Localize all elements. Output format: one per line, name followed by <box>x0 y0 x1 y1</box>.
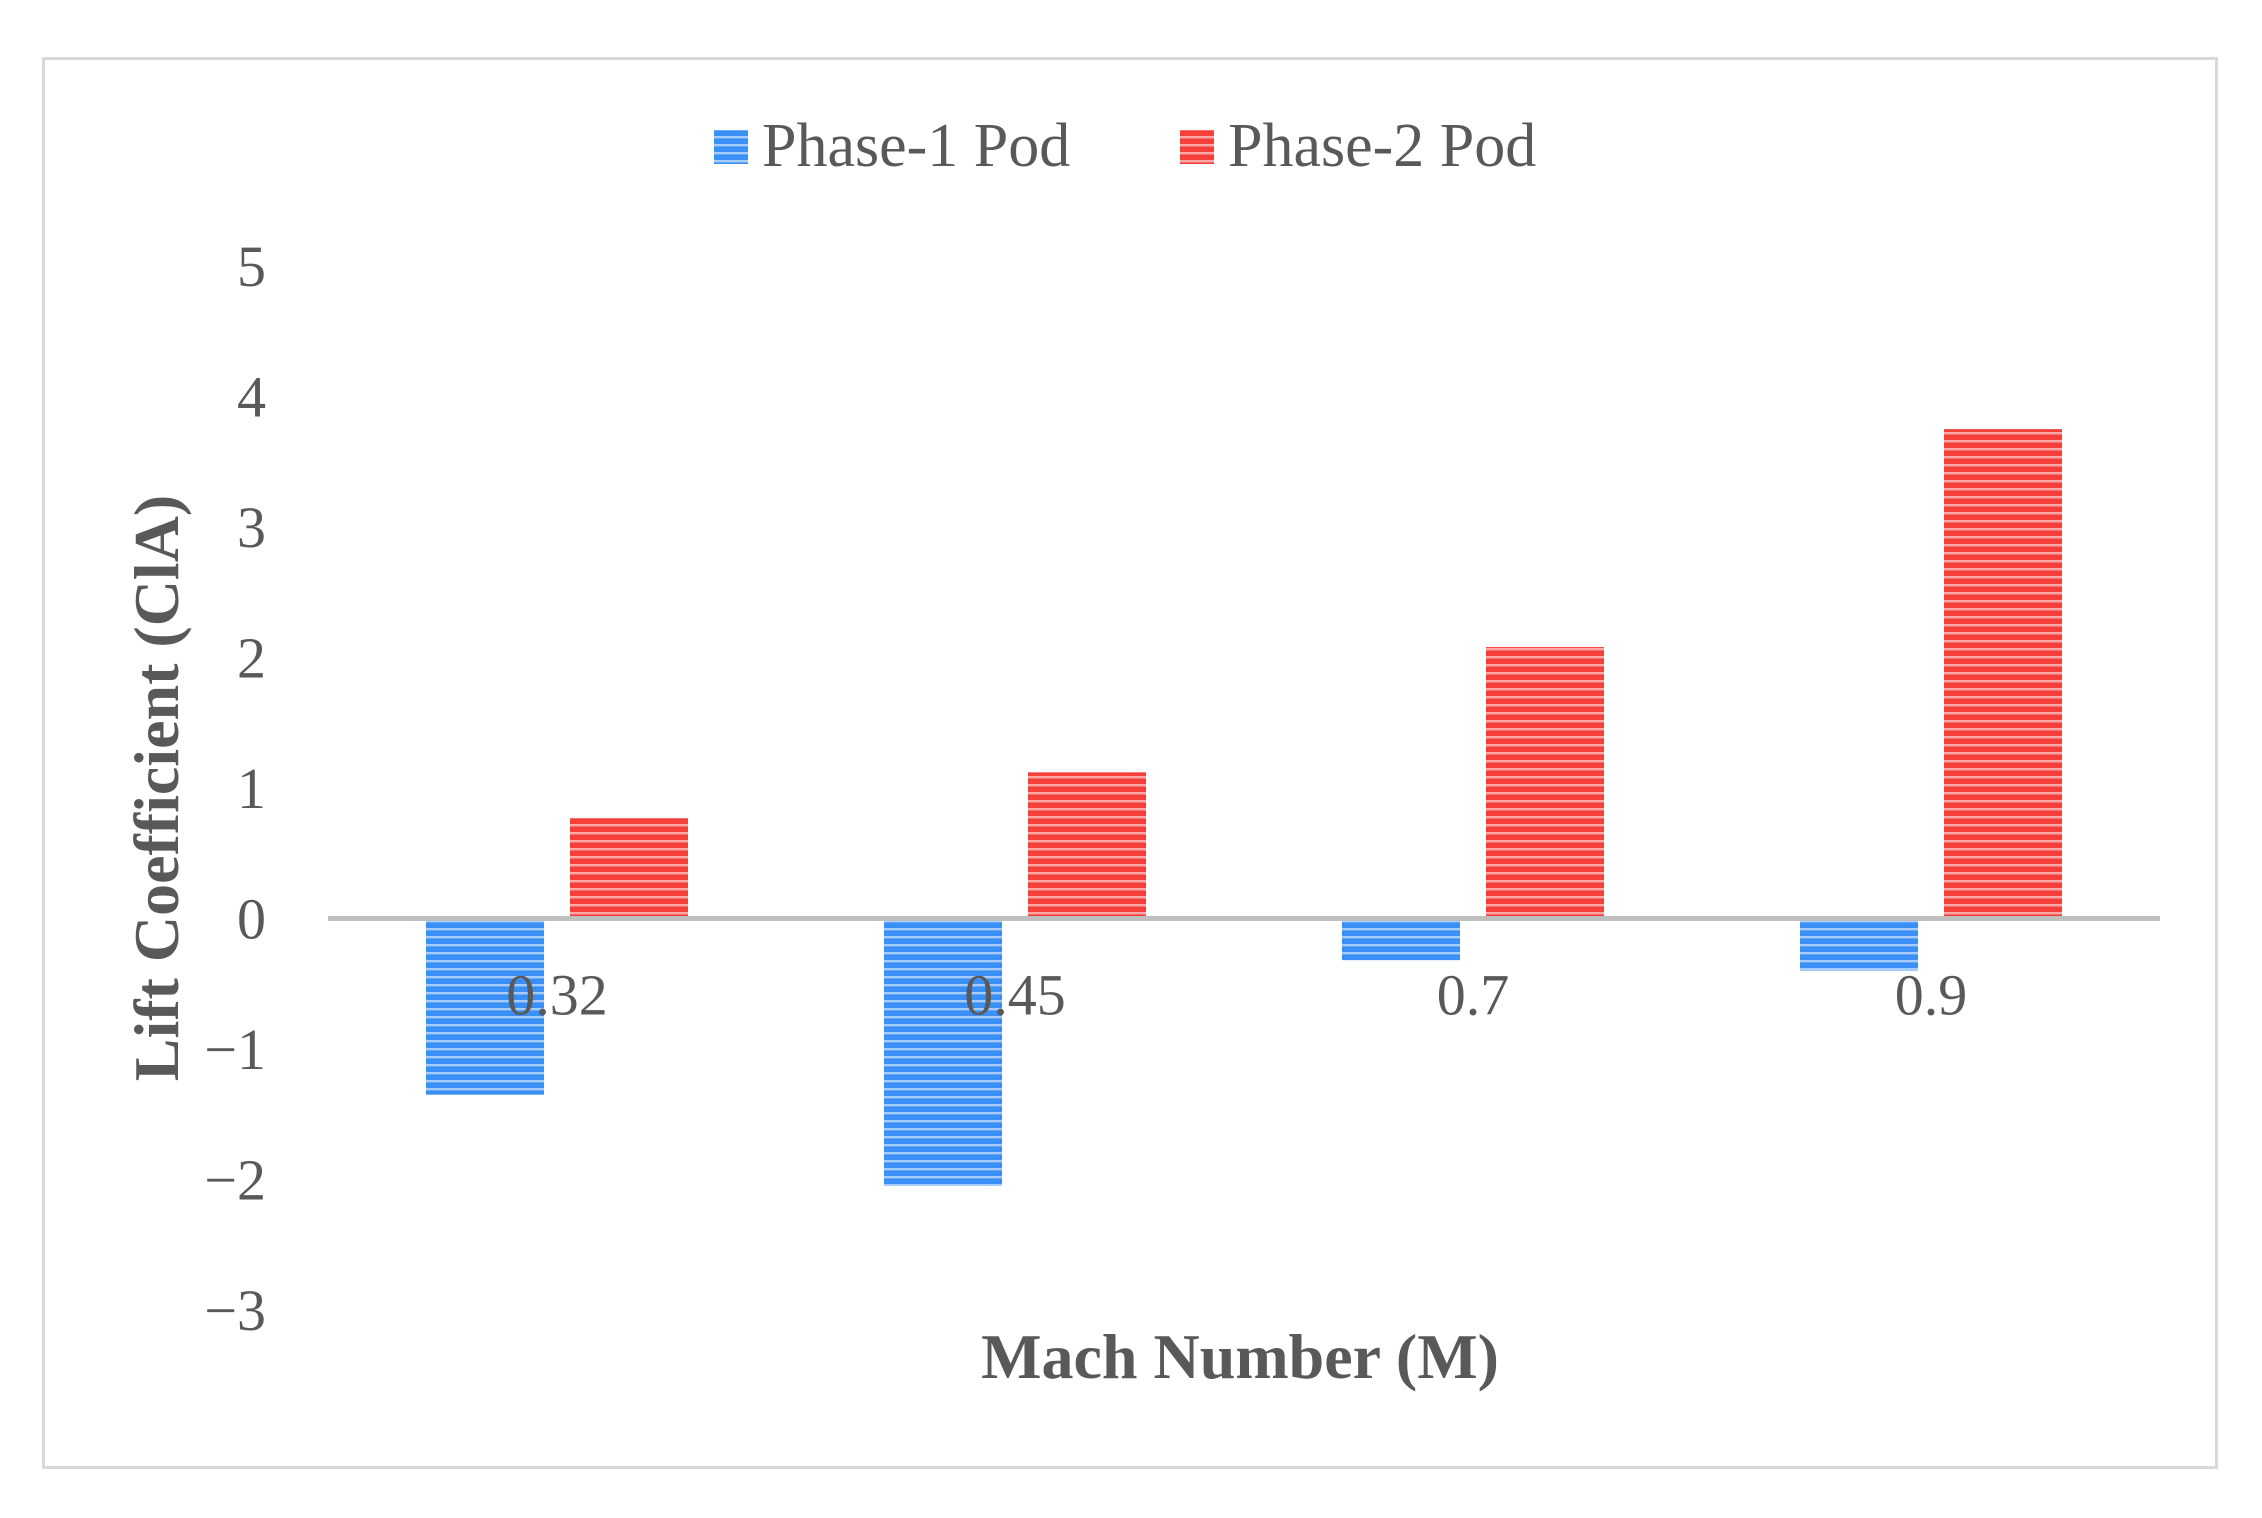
bars <box>426 429 2062 1187</box>
bar-phase-2-0_45 <box>1028 772 1146 919</box>
y-tick-label: −3 <box>204 1278 266 1343</box>
y-tick-label: 3 <box>237 495 266 560</box>
bar-phase-1-0_7 <box>1342 918 1460 961</box>
y-tick-label: 4 <box>237 365 266 430</box>
legend-swatch-phase-2 <box>1180 130 1214 164</box>
y-tick-label: −1 <box>204 1017 266 1082</box>
bar-phase-2-0_7 <box>1486 647 1604 919</box>
y-tick-label: 2 <box>237 626 266 691</box>
bar-phase-1-0_32 <box>426 918 544 1095</box>
bar-phase-1-0_45 <box>884 918 1002 1187</box>
y-axis-title: Lift Coefficient (ClA) <box>121 495 192 1081</box>
bar-phase-2-0_32 <box>570 818 688 919</box>
x-tick-label: 0.32 <box>506 963 608 1028</box>
legend-label-phase-1: Phase-1 Pod <box>762 112 1070 180</box>
x-axis-title: Mach Number (M) <box>981 1321 1499 1392</box>
bar-phase-2-0_9 <box>1944 429 2062 919</box>
y-tick-label: 0 <box>237 887 266 952</box>
category-labels: 0.32 0.45 0.7 0.9 <box>506 963 1967 1028</box>
legend-label-phase-2: Phase-2 Pod <box>1228 112 1536 180</box>
y-axis-ticks: 5 4 3 2 1 0 −1 −2 −3 <box>204 234 266 1343</box>
x-tick-label: 0.45 <box>964 963 1066 1028</box>
legend-swatch-phase-1 <box>714 130 748 164</box>
y-tick-label: −2 <box>204 1148 266 1213</box>
x-tick-label: 0.7 <box>1437 963 1510 1028</box>
x-tick-label: 0.9 <box>1895 963 1968 1028</box>
chart-frame <box>42 57 2218 1469</box>
bar-phase-1-0_9 <box>1800 918 1918 971</box>
y-tick-label: 5 <box>237 234 266 299</box>
legend: Phase-1 Pod Phase-2 Pod <box>714 112 1536 180</box>
y-tick-label: 1 <box>237 756 266 821</box>
